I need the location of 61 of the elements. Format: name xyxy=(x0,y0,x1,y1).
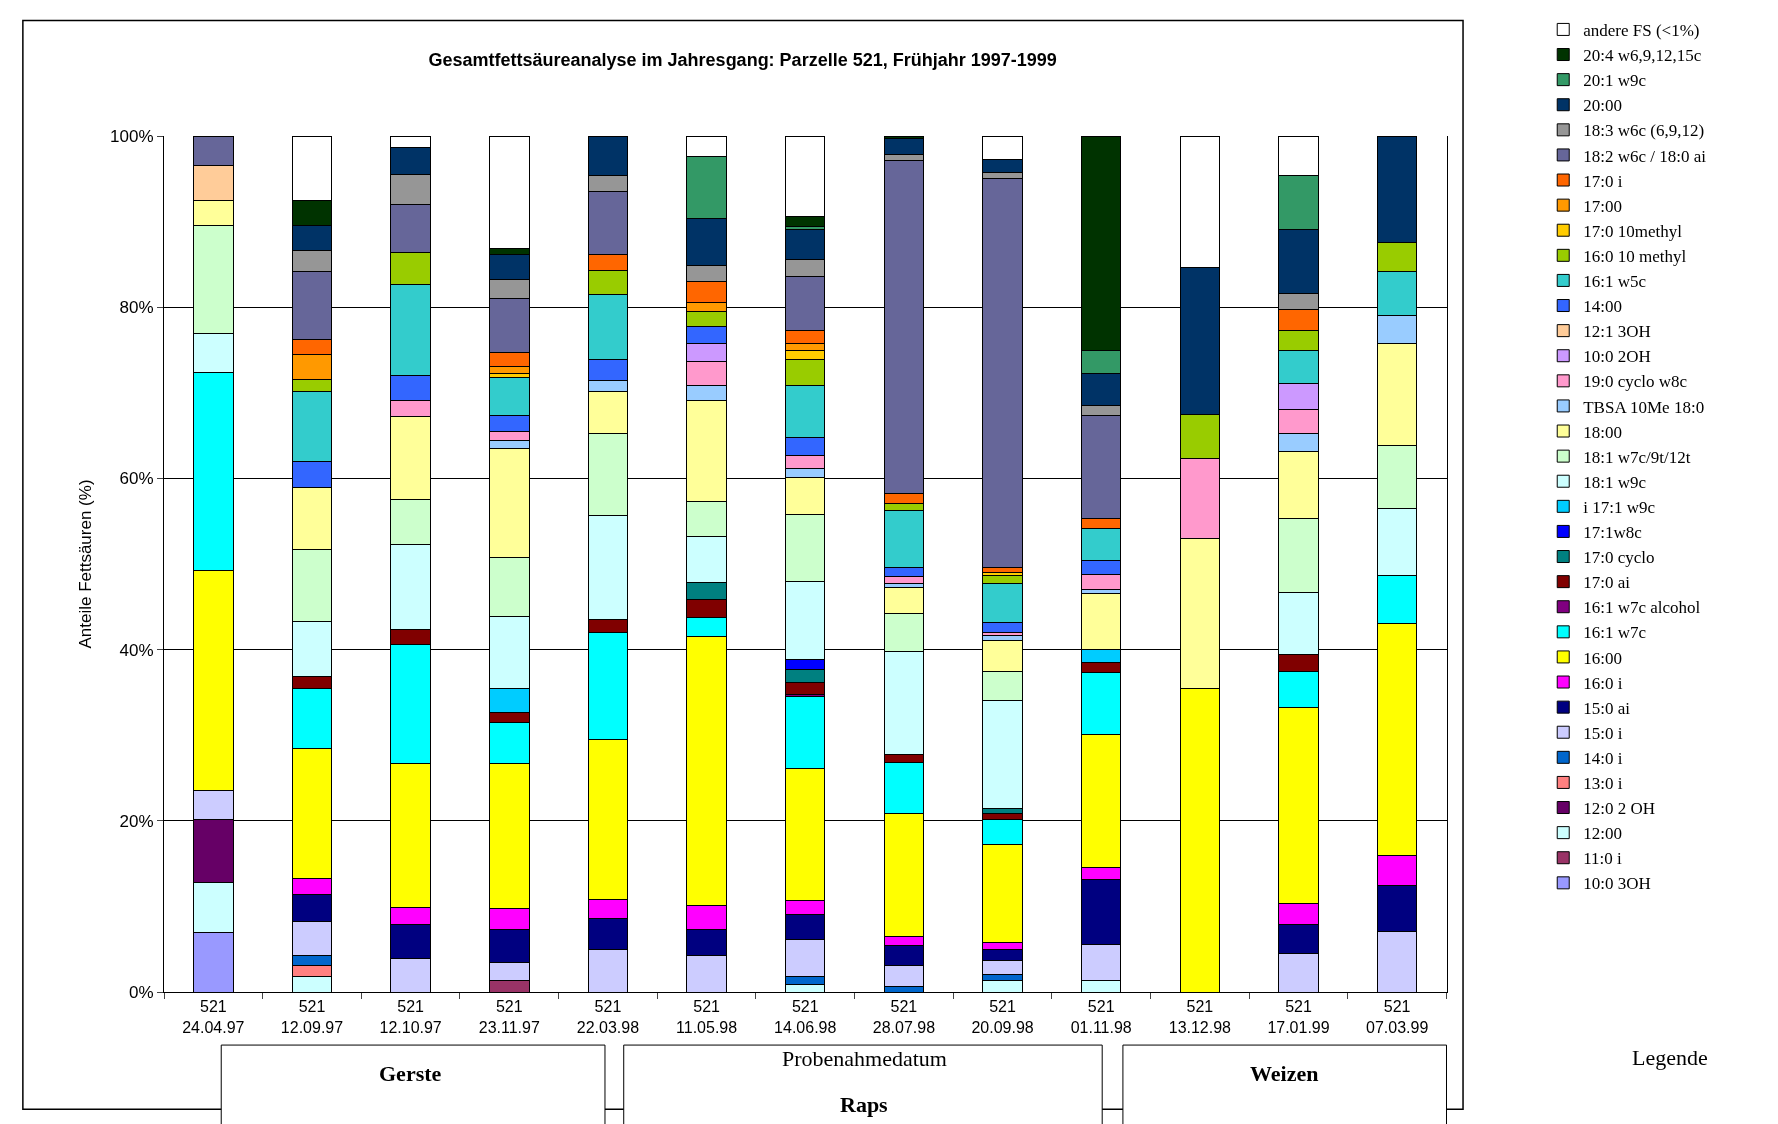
x-tick-label: 521 14.06.98 xyxy=(774,998,837,1036)
legend-label: 14:00 xyxy=(1583,297,1622,317)
x-tick-label: 521 12.09.97 xyxy=(280,998,344,1036)
legend-label: 18:1 w7c/9t/12t xyxy=(1583,447,1691,467)
x-axis-title: Probenahmedatum xyxy=(782,1046,947,1071)
text: Legende xyxy=(1632,1045,1708,1070)
legend-label: 18:00 xyxy=(1583,422,1622,442)
y-axis-title: Anteile Fettsäuren (%) xyxy=(75,479,95,649)
legend-label: 16:1 w7c xyxy=(1583,623,1647,643)
y-tick-label: 80% xyxy=(119,298,154,318)
legend-label: 10:0 3OH xyxy=(1583,874,1651,894)
legend-label: 20:4 w6,9,12,15c xyxy=(1583,46,1702,66)
legend-label: TBSA 10Me 18:0 xyxy=(1583,397,1705,417)
chart-title: Gesamtfettsäureanalyse im Jahresgang: Parzelle 521, Frühjahr 1997-1999 xyxy=(428,49,1057,70)
x-tick-label: 521 24.04.97 xyxy=(182,998,245,1036)
legend-label: 16:1 w5c xyxy=(1583,272,1647,292)
x-tick-label: 521 11.05.98 xyxy=(676,998,738,1036)
x-tick-label: 521 20.09.98 xyxy=(971,998,1034,1036)
legend-label: i 17:1 w9c xyxy=(1583,497,1656,517)
legend-label: 17:0 ai xyxy=(1583,573,1631,593)
legend-label: 17:0 i xyxy=(1583,171,1623,191)
legend-label: 13:0 i xyxy=(1583,774,1623,794)
legend-label: 16:0 i xyxy=(1583,673,1623,693)
legend-label: 20:1 w9c xyxy=(1583,71,1647,91)
x-tick-label: 521 12.10.97 xyxy=(379,998,442,1036)
y-tick-label: 40% xyxy=(119,640,154,660)
legend-label: 17:1w8c xyxy=(1583,523,1643,543)
legend-label: 17:00 xyxy=(1583,196,1622,216)
legend-label: 12:00 xyxy=(1583,824,1622,844)
y-tick-label: 100% xyxy=(110,126,154,146)
legend-label: 17:0 10methyl xyxy=(1583,221,1683,241)
legend-label: 12:1 3OH xyxy=(1583,322,1651,342)
legend-label: 20:00 xyxy=(1583,96,1622,116)
text: Gerste xyxy=(379,1061,442,1086)
legend-label: 17:0 cyclo xyxy=(1583,548,1655,568)
x-tick-label: 521 01.11.98 xyxy=(1070,998,1132,1036)
legend-label: andere FS (<1%) xyxy=(1583,21,1700,41)
legend-label: 11:0 i xyxy=(1583,849,1623,869)
legend-label: 16:00 xyxy=(1583,648,1622,668)
x-tick-label: 521 07.03.99 xyxy=(1366,998,1429,1036)
x-tick-label: 521 23.11.97 xyxy=(478,998,540,1036)
legend-label: 15:0 i xyxy=(1583,723,1623,743)
legend-label: 15:0 ai xyxy=(1583,698,1631,718)
legend-label: 18:2 w6c / 18:0 ai xyxy=(1583,146,1707,166)
text: Weizen xyxy=(1250,1061,1319,1086)
legend-label: 14:0 i xyxy=(1583,748,1623,768)
y-tick-label: 60% xyxy=(119,469,154,489)
legend-label: 10:0 2OH xyxy=(1583,347,1651,367)
legend-label: 19:0 cyclo w8c xyxy=(1583,372,1688,392)
legend-label: 12:0 2 OH xyxy=(1583,799,1656,819)
y-tick-label: 0% xyxy=(129,982,154,1002)
text: Raps xyxy=(840,1092,889,1117)
legend-label: 18:1 w9c xyxy=(1583,472,1647,492)
x-tick-label: 521 28.07.98 xyxy=(872,998,936,1036)
legend-label: 16:1 w7c alcohol xyxy=(1583,598,1701,618)
y-tick-label: 20% xyxy=(119,811,154,831)
x-tick-label: 521 13.12.98 xyxy=(1168,998,1232,1036)
x-tick-label: 521 22.03.98 xyxy=(576,998,640,1036)
legend-label: 16:0 10 methyl xyxy=(1583,246,1687,266)
legend-label: 18:3 w6c (6,9,12) xyxy=(1583,121,1705,141)
x-tick-label: 521 17.01.99 xyxy=(1267,998,1330,1036)
